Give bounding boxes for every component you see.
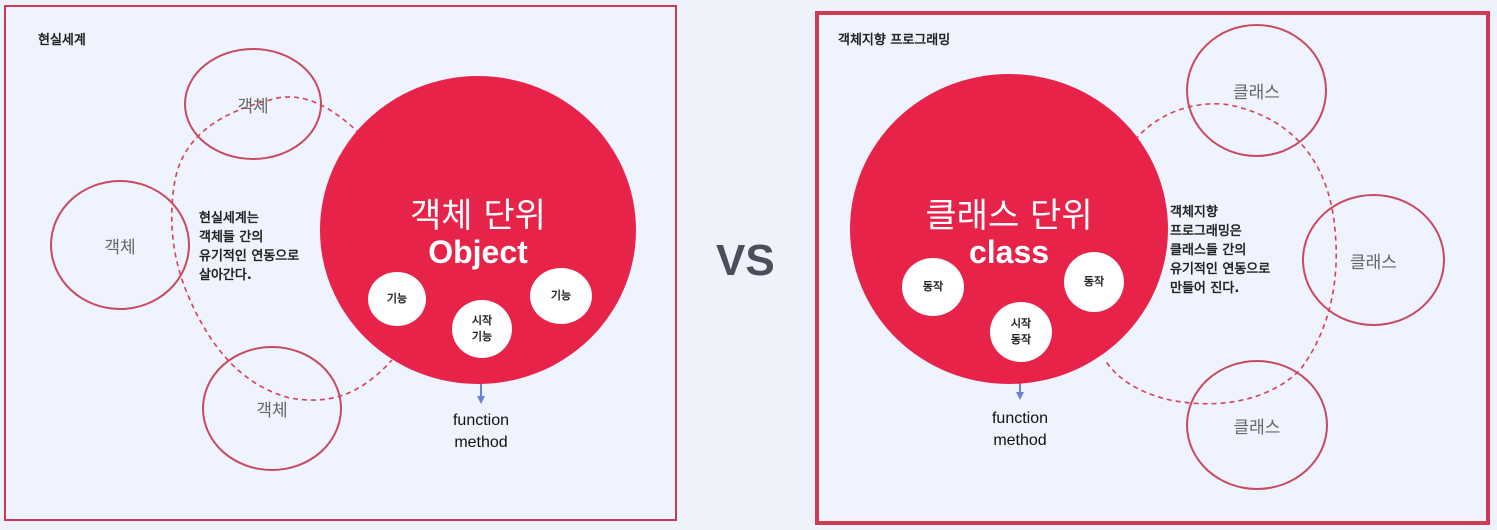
left-function-label: function method	[452, 412, 510, 451]
class-label: 클래스	[1233, 417, 1281, 438]
class-unit-title: 클래스 단위	[925, 196, 1093, 236]
right-panel-title: 객체지향 프로그래밍	[838, 33, 951, 48]
action-bubble-left: 동작	[902, 258, 964, 316]
object-unit-subtitle: Object	[428, 234, 528, 270]
class-circle-top: 클래스	[1186, 24, 1327, 157]
right-description: 객체지향 프로그래밍은 클래스들 간의 유기적인 연동으로 만들어 진다.	[1170, 205, 1271, 296]
left-arrow-head	[477, 396, 485, 404]
feature-bubble-left: 기능	[368, 272, 426, 326]
feature-bubble-start: 시작 기능	[452, 300, 512, 358]
object-circle-left: 객체	[50, 180, 190, 310]
right-function-label: function method	[991, 410, 1049, 449]
vs-label: VS	[716, 236, 775, 285]
feature-bubble-right: 기능	[530, 268, 592, 324]
class-circle-bottom: 클래스	[1186, 360, 1328, 490]
object-label: 객체	[256, 401, 288, 421]
right-arrow-head	[1016, 392, 1024, 400]
left-description: 현실세계는 객체들 간의 유기적인 연동으로 살아간다.	[199, 211, 300, 283]
object-label: 객체	[104, 237, 136, 258]
class-unit-subtitle: class	[968, 234, 1050, 270]
action-bubble-right: 동작	[1064, 252, 1124, 312]
object-unit-title: 객체 단위	[410, 196, 546, 236]
object-circle-top: 객체	[184, 48, 322, 160]
object-circle-bottom: 객체	[202, 346, 342, 471]
action-bubble-start: 시작 동작	[990, 302, 1052, 362]
class-circle-right: 클래스	[1302, 194, 1445, 326]
class-label: 클래스	[1350, 252, 1397, 273]
left-panel-title: 현실세계	[38, 33, 86, 48]
object-label: 객체	[237, 96, 269, 117]
class-label: 클래스	[1233, 83, 1280, 103]
